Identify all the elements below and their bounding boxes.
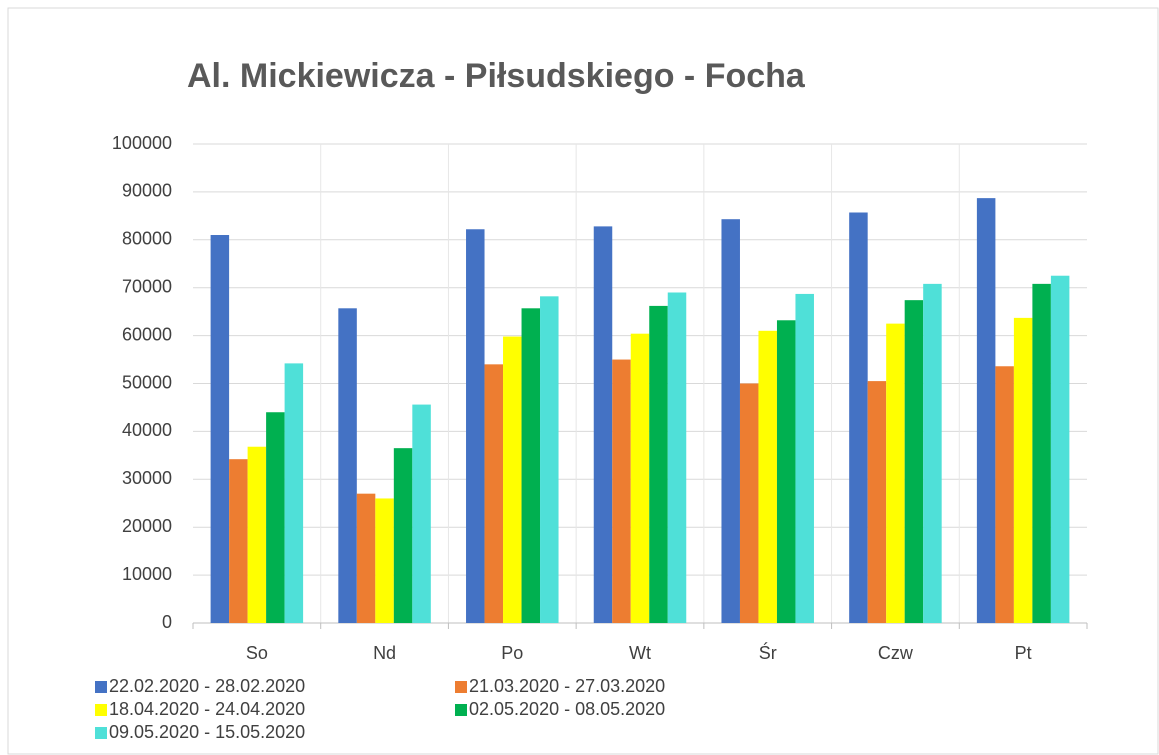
bar xyxy=(721,219,740,623)
bar xyxy=(867,381,887,623)
legend-swatch xyxy=(95,704,107,716)
y-tick-label: 100000 xyxy=(112,133,172,153)
bar xyxy=(612,359,631,623)
bar xyxy=(229,459,248,623)
bar xyxy=(886,323,905,623)
x-tick-label: So xyxy=(246,643,268,663)
bar xyxy=(649,305,668,623)
chart-title: Al. Mickiewicza - Piłsudskiego - Focha xyxy=(187,57,806,95)
legend-label: 02.05.2020 - 08.05.2020 xyxy=(469,699,665,719)
bar xyxy=(849,212,868,623)
bar xyxy=(521,308,541,623)
bar xyxy=(995,366,1014,623)
y-tick-label: 0 xyxy=(162,612,172,632)
bar xyxy=(739,383,759,623)
legend-swatch xyxy=(95,727,107,739)
x-tick-label: Czw xyxy=(878,643,914,663)
y-tick-label: 50000 xyxy=(122,372,172,392)
bar xyxy=(338,308,357,623)
bar xyxy=(412,404,431,623)
bar xyxy=(776,320,796,623)
bar xyxy=(503,336,522,623)
x-tick-label: Nd xyxy=(373,643,396,663)
x-tick-label: Po xyxy=(501,643,523,663)
bar xyxy=(393,448,413,623)
bar xyxy=(484,364,504,623)
legend-swatch xyxy=(95,681,107,693)
y-tick-label: 30000 xyxy=(122,468,172,488)
y-tick-label: 90000 xyxy=(122,181,172,201)
bar xyxy=(1013,317,1033,623)
bar xyxy=(1032,283,1051,623)
bar xyxy=(923,283,942,623)
bar xyxy=(1050,275,1070,623)
bar xyxy=(540,296,559,623)
bar xyxy=(356,493,376,623)
bar xyxy=(284,363,304,623)
bar xyxy=(210,235,230,623)
legend-label: 22.02.2020 - 28.02.2020 xyxy=(109,676,305,696)
x-tick-label: Wt xyxy=(629,643,651,663)
legend-label: 21.03.2020 - 27.03.2020 xyxy=(469,676,665,696)
bar xyxy=(667,292,687,623)
legend-label: 18.04.2020 - 24.04.2020 xyxy=(109,699,305,719)
bar xyxy=(976,198,996,623)
x-tick-label: Śr xyxy=(759,642,777,663)
y-tick-label: 40000 xyxy=(122,420,172,440)
bar xyxy=(795,293,814,623)
bar xyxy=(758,330,777,623)
y-tick-label: 20000 xyxy=(122,516,172,536)
y-tick-label: 70000 xyxy=(122,276,172,296)
bar xyxy=(266,412,285,623)
bar xyxy=(630,333,650,623)
bar xyxy=(466,229,485,623)
y-tick-label: 80000 xyxy=(122,229,172,249)
legend-label: 09.05.2020 - 15.05.2020 xyxy=(109,722,305,742)
bar xyxy=(375,498,394,623)
chart-frame xyxy=(7,7,1159,755)
y-tick-label: 60000 xyxy=(122,324,172,344)
legend-swatch xyxy=(455,704,467,716)
bar xyxy=(593,226,613,623)
bar xyxy=(247,446,267,623)
y-tick-label: 10000 xyxy=(122,564,172,584)
legend-swatch xyxy=(455,681,467,693)
x-tick-label: Pt xyxy=(1015,643,1032,663)
bar xyxy=(904,300,924,623)
